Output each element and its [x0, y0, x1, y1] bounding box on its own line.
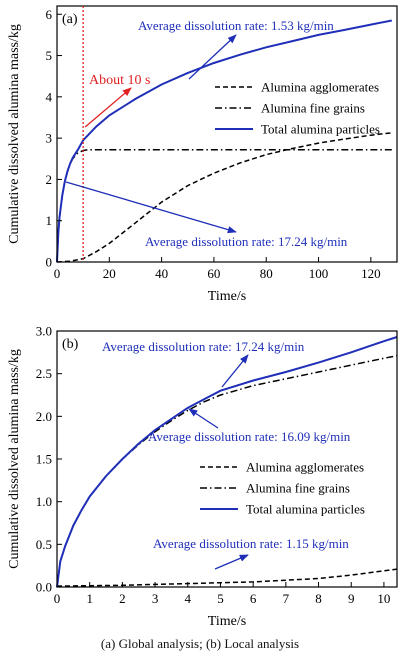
panel-a-x-tick-label: 60 — [207, 266, 220, 281]
panel-b-series-total-alumina-particles — [56, 336, 398, 588]
panel-a-y-tick-label: 5 — [46, 48, 53, 63]
panel-b-x-tick-label: 5 — [217, 591, 224, 606]
panel-a-annotation-lower-arrow — [65, 181, 237, 234]
panel-a-annotation-lower: Average dissolution rate: 17.24 kg/min — [145, 234, 348, 249]
panel-b-x-tick-label: 0 — [54, 591, 61, 606]
panel-a-x-tick-label: 40 — [155, 266, 168, 281]
panel-b-annotation-lower-arrow — [214, 554, 249, 570]
panel-a-y-tick-label: 1 — [46, 213, 53, 228]
panel-b-y-tick-label: 0.5 — [36, 537, 52, 552]
panel-a-x-tick-label: 80 — [260, 266, 273, 281]
panel-b-annotation-middle-arrow — [188, 408, 219, 429]
panel-b-y-tick-label: 0.0 — [36, 580, 52, 595]
panel-a-annotation-upper-arrow — [188, 34, 237, 80]
panel-a-y-tick-label: 0 — [46, 255, 53, 270]
panel-a-y-tick-label: 2 — [46, 172, 53, 187]
panel-b-legend-label: Alumina fine grains — [246, 481, 350, 496]
panel-b-y-tick-label: 1.5 — [36, 452, 52, 467]
panel-a-legend-label: Total alumina particles — [261, 122, 380, 137]
panel-b-series-alumina-fine-grains — [56, 354, 398, 588]
panel-b-annotation-upper: Average dissolution rate: 17.24 kg/min — [102, 339, 305, 354]
panel-a-x-tick-label: 20 — [103, 266, 116, 281]
panel-b-y-tick-label: 2.0 — [36, 409, 52, 424]
panel-b-y-tick-label: 2.5 — [36, 366, 52, 381]
panel-b-x-tick-label: 9 — [348, 591, 355, 606]
panel-a-panel-label: (a) — [62, 12, 78, 27]
panel-b-annotation-upper-arrow — [221, 354, 249, 388]
panel-b-series-alumina-agglomerates — [56, 568, 398, 587]
panel-b-legend-label: Alumina agglomerates — [246, 460, 364, 475]
panel-b-y-tick-label: 3.0 — [36, 324, 52, 339]
panel-a-series-total-alumina-particles — [56, 19, 392, 263]
panel-b-annotation-lower: Average dissolution rate: 1.15 kg/min — [153, 536, 349, 551]
panel-b-annotation-middle: Average dissolution rate: 16.09 kg/min — [148, 429, 351, 444]
panel-b-x-tick-label: 8 — [315, 591, 322, 606]
panel-b-x-tick-label: 2 — [119, 591, 126, 606]
panel-a-y-tick-label: 3 — [46, 131, 53, 146]
panel-a-x-tick-label: 0 — [54, 266, 61, 281]
panel-b-x-axis-label: Time/s — [208, 614, 246, 629]
panel-a-marker-label: About 10 s — [89, 73, 150, 88]
panel-b-legend-label: Total alumina particles — [246, 502, 365, 517]
panel-b-x-tick-label: 3 — [152, 591, 159, 606]
panel-a-legend-label: Alumina agglomerates — [261, 80, 379, 95]
panel-a-series-alumina-agglomerates — [56, 132, 392, 263]
panel-b-panel-label: (b) — [62, 337, 79, 352]
panel-a-marker-arrow — [84, 87, 132, 128]
panel-a-legend-label: Alumina fine grains — [261, 101, 365, 116]
panel-b-x-tick-label: 6 — [250, 591, 257, 606]
panel-b-x-tick-label: 10 — [377, 591, 390, 606]
panel-a-y-axis-label: Cumulative dissolved alumina mass/kg — [7, 24, 22, 244]
panel-b-x-tick-label: 7 — [283, 591, 290, 606]
panel-a-annotation-upper: Average dissolution rate: 1.53 kg/min — [138, 18, 334, 33]
panel-a-y-tick-label: 4 — [46, 89, 53, 104]
panel-b-x-tick-label: 1 — [86, 591, 93, 606]
panel-a-x-tick-label: 120 — [361, 266, 381, 281]
panel-a-y-tick-label: 6 — [46, 7, 53, 22]
panel-a-x-tick-label: 100 — [309, 266, 329, 281]
panel-b-y-tick-label: 1.0 — [36, 494, 52, 509]
panel-b-x-tick-label: 4 — [185, 591, 192, 606]
panel-b-y-axis-label: Cumulative dissolved alumina mass/kg — [7, 349, 22, 569]
panel-a-plot-frame — [56, 5, 398, 263]
panel-a: 0 20 40 60 80 100 120 0 1 2 3 4 5 6 Time/s Cumulative d… — [7, 5, 398, 304]
figure-caption: (a) Global analysis; (b) Local analysis — [100, 636, 300, 651]
panel-a-x-axis-label: Time/s — [208, 289, 246, 304]
panel-b: 0 1 2 3 4 5 6 7 8 9 10 0.0 0.5 1.0 1.5 2.0 2.5 3.0 Time/s C… — [7, 324, 398, 629]
